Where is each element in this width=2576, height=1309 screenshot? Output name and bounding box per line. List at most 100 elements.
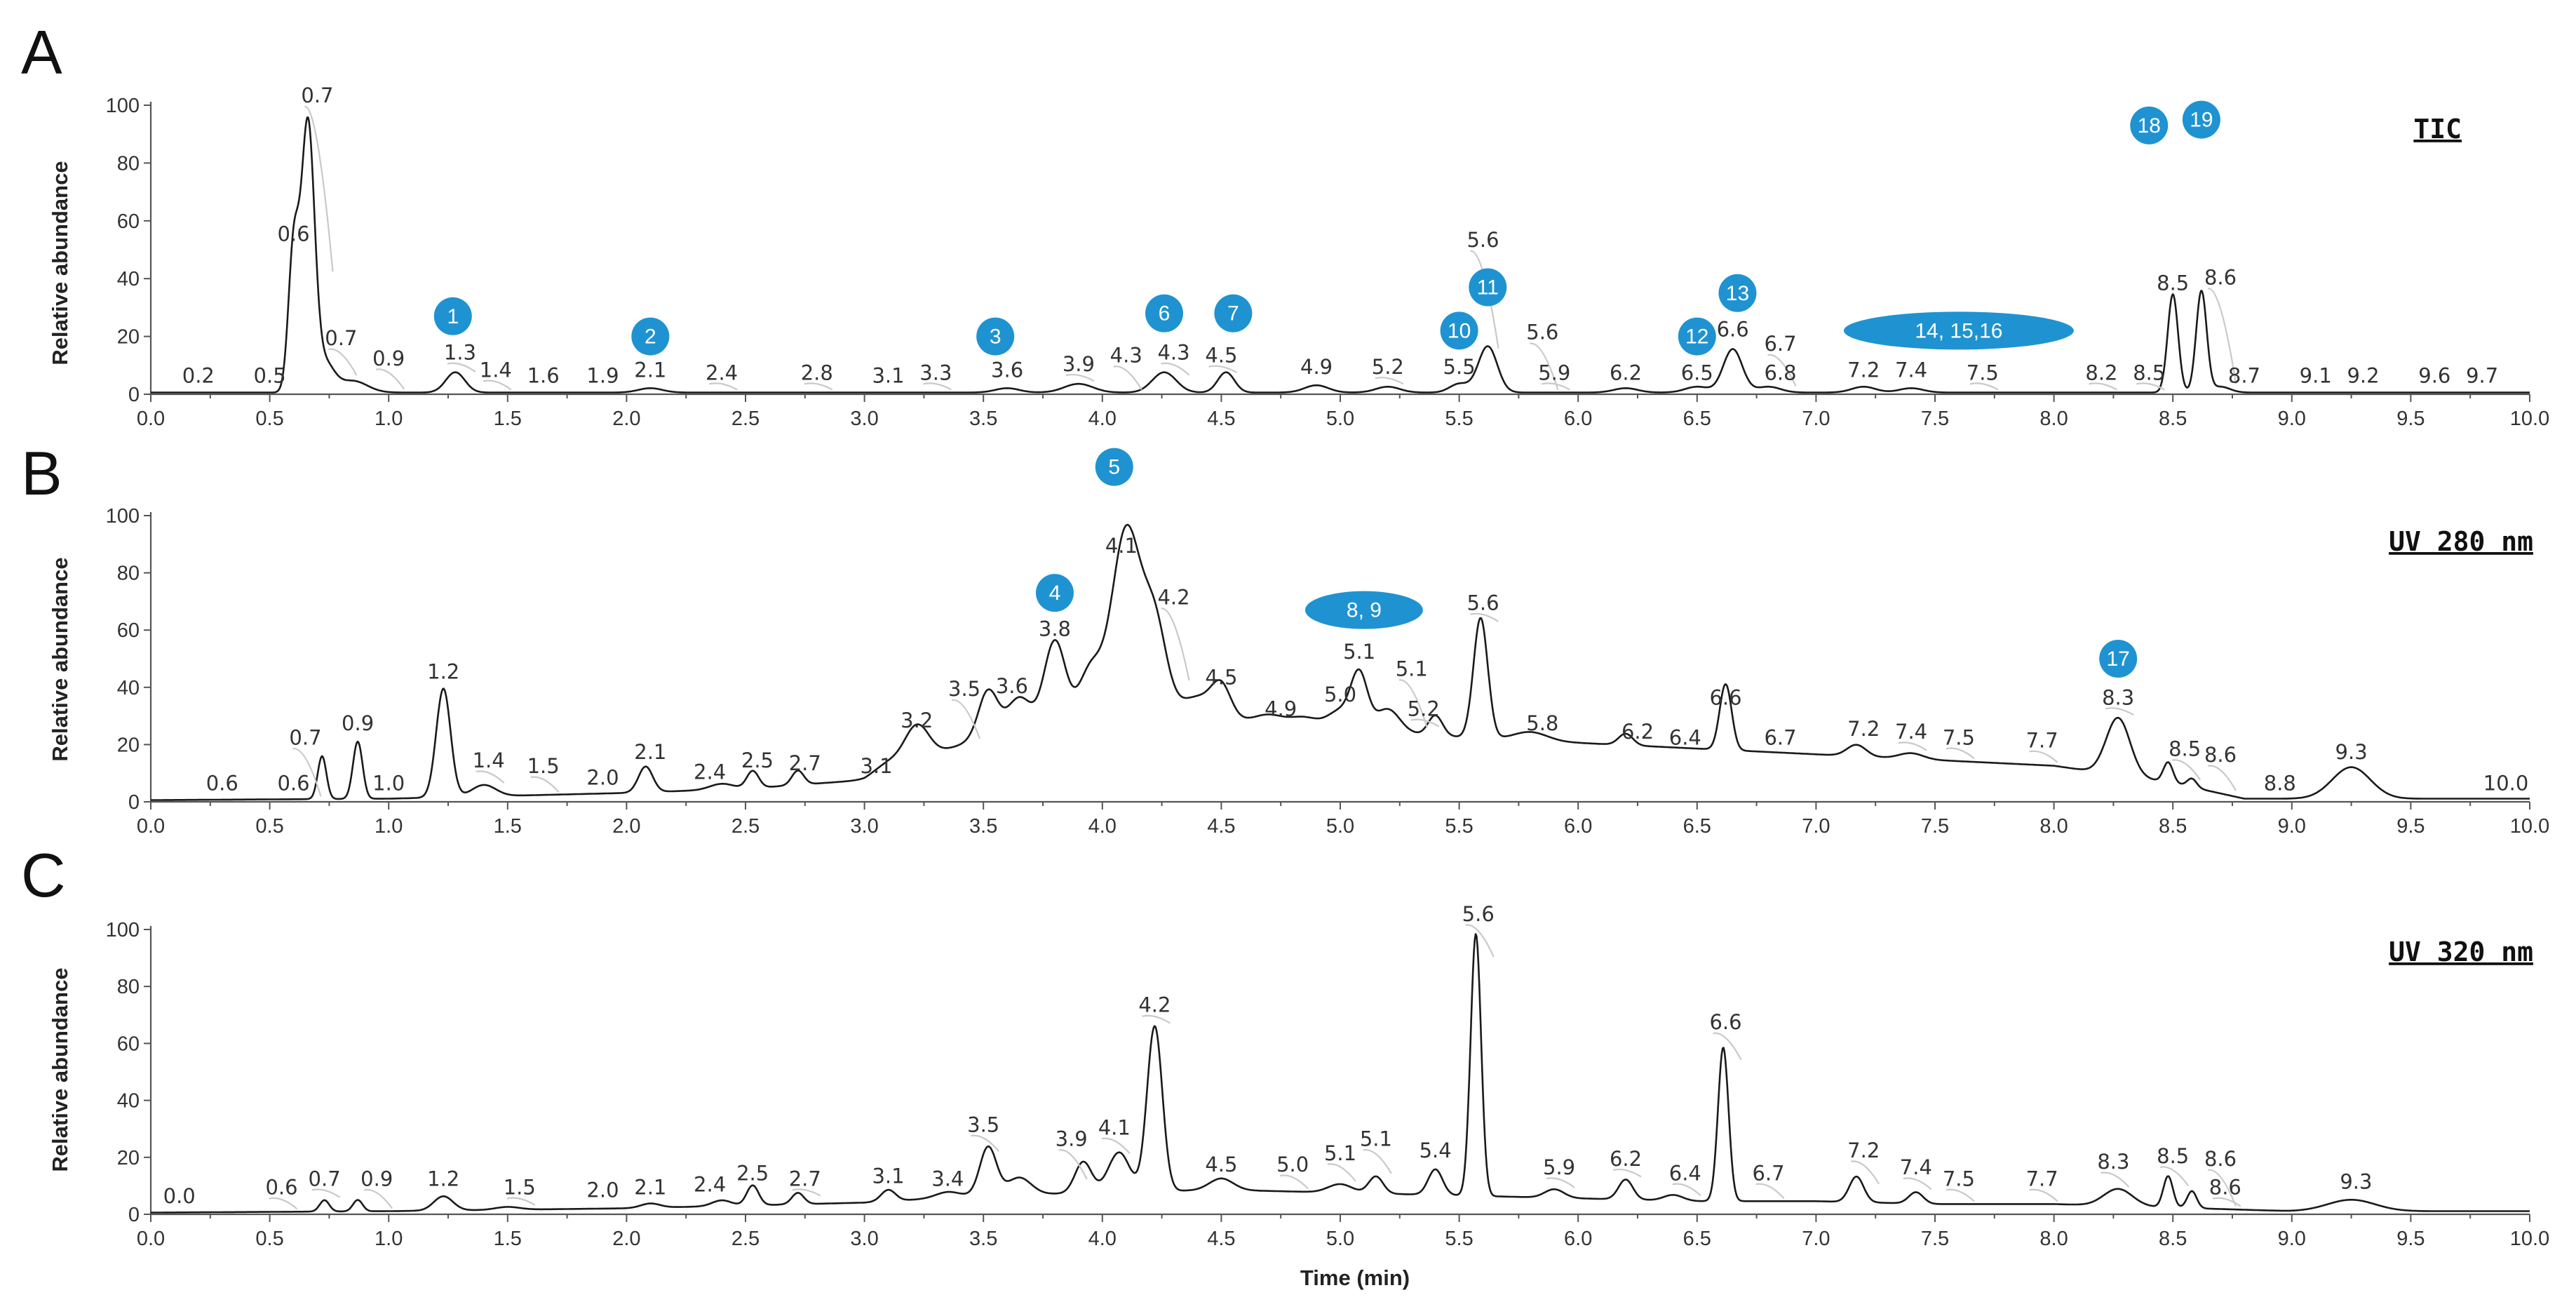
peak-label: 0.6 xyxy=(206,772,238,796)
peak-label: 0.6 xyxy=(277,772,309,796)
peak-label: 0.7 xyxy=(301,83,333,107)
panel-a: A Relative abundance TIC 0 20 40 60 80 100 0.0… xyxy=(21,18,2549,430)
peak-label: 3.4 xyxy=(931,1167,964,1190)
compound-badge-shape xyxy=(433,297,472,335)
peak-label: 3.1 xyxy=(872,364,904,388)
compound-badge: 14, 15,16 xyxy=(1843,311,2074,350)
peak-leader-line xyxy=(328,348,358,376)
compound-badge-shape xyxy=(1304,591,1423,629)
peak-label: 6.8 xyxy=(1764,361,1796,384)
peak-label: 9.6 xyxy=(2418,364,2450,388)
peak-leader-line xyxy=(1113,365,1142,390)
peak-label: 5.1 xyxy=(1360,1127,1392,1151)
peak-leader-line xyxy=(1898,741,1927,751)
peak-label: 0.9 xyxy=(360,1167,393,1190)
x-tick-label: 2.0 xyxy=(612,1228,640,1250)
peak-label: 0.2 xyxy=(182,364,215,388)
peak-label: 4.9 xyxy=(1300,355,1333,379)
peak-label: 7.4 xyxy=(1895,358,1927,382)
x-tick-label: 8.0 xyxy=(2039,408,2068,430)
peak-label: 3.6 xyxy=(991,358,1023,382)
peak-label: 9.3 xyxy=(2335,740,2368,764)
x-tick-label: 1.0 xyxy=(375,815,403,838)
x-tick-label: 6.0 xyxy=(1564,815,1592,838)
compound-badge-shape xyxy=(1469,268,1507,307)
peak-label: 5.0 xyxy=(1324,683,1356,706)
peak-label: 4.5 xyxy=(1205,344,1237,368)
peak-label: 2.4 xyxy=(694,760,726,784)
compound-badge: 6 xyxy=(1145,294,1183,333)
peak-label: 2.1 xyxy=(634,1176,666,1200)
y-tick-label: 60 xyxy=(117,1033,140,1055)
x-tick-label: 2.0 xyxy=(612,815,640,838)
peak-leader-line xyxy=(1530,342,1559,390)
x-tick-label: 8.5 xyxy=(2159,1228,2187,1250)
peak-label: 9.7 xyxy=(2466,364,2498,388)
x-tick-label: 9.0 xyxy=(2278,1228,2306,1250)
y-tick-label: 60 xyxy=(117,210,140,233)
peak-leader-line xyxy=(2100,1172,2130,1188)
peak-label: 2.1 xyxy=(634,740,666,764)
compound-badge-label: 1 xyxy=(447,305,459,328)
x-tick-label: 7.5 xyxy=(1921,815,1949,838)
plot-c: 0 20 40 60 80 100 0.0 0.5 1.0 1.5 2.0 2.5 3.0 3.5 4.0 4… xyxy=(106,902,2550,1250)
x-tick-label: 1.5 xyxy=(494,815,522,838)
peak-leader-line xyxy=(1161,362,1190,376)
x-tick-label: 6.0 xyxy=(1564,408,1592,430)
x-tick-label: 3.0 xyxy=(850,1228,878,1250)
compound-badge-shape xyxy=(631,317,670,356)
peak-label: 6.5 xyxy=(1681,361,1713,384)
peak-label: 7.7 xyxy=(2026,728,2058,752)
x-tick-label: 1.5 xyxy=(494,1228,522,1250)
compound-badge: 2 xyxy=(631,317,670,356)
compound-badge-label: 5 xyxy=(1108,456,1120,479)
y-tick-label: 20 xyxy=(117,734,140,756)
compound-badge-shape xyxy=(1095,448,1133,486)
peak-label: 4.5 xyxy=(1205,1153,1237,1176)
x-tick-label: 3.5 xyxy=(969,1228,997,1250)
peak-label: 0.7 xyxy=(309,1167,341,1190)
peak-label: 3.2 xyxy=(901,709,933,732)
y-tick-label: 100 xyxy=(106,919,140,941)
peak-leader-line xyxy=(792,1188,821,1197)
peak-leader-line xyxy=(1375,377,1404,385)
peak-label: 5.2 xyxy=(1372,355,1404,379)
x-tick-label: 3.0 xyxy=(850,408,878,430)
plot-b: 0 20 40 60 80 100 0.0 0.5 1.0 1.5 2.0 2.5 3.0 3.5 4.0 4… xyxy=(106,448,2549,838)
peak-label: 0.6 xyxy=(277,222,309,246)
peak-label: 5.4 xyxy=(1420,1139,1452,1162)
peak-leader-line xyxy=(1398,679,1428,728)
compound-badge-label: 12 xyxy=(1685,325,1708,349)
peak-label: 8.5 xyxy=(2133,361,2165,384)
x-tick-label: 5.5 xyxy=(1445,408,1473,430)
peak-label: 5.1 xyxy=(1343,640,1375,664)
compound-badge-shape xyxy=(1214,294,1253,333)
peak-leader-line xyxy=(1946,747,1975,759)
peak-leader-line xyxy=(483,380,512,391)
y-axis-title-b: Relative abundance xyxy=(48,557,72,761)
peak-leader-line xyxy=(2159,1166,2190,1186)
peak-label: 7.2 xyxy=(1847,717,1880,741)
y-tick-label: 100 xyxy=(106,505,140,528)
x-tick-label: 0.5 xyxy=(255,815,283,838)
peak-label: 0.7 xyxy=(325,326,357,350)
compound-badge-label: 18 xyxy=(2138,114,2161,137)
peak-leader-line xyxy=(2089,382,2117,391)
trace-title-a: TIC xyxy=(2413,114,2462,145)
compound-badge-label: 17 xyxy=(2106,647,2129,671)
x-tick-label: 0.0 xyxy=(137,1228,165,1250)
x-tick-label: 5.5 xyxy=(1445,815,1473,838)
peak-label: 7.2 xyxy=(1847,358,1880,382)
x-tick-label: 10.0 xyxy=(2510,815,2549,838)
peak-label: 7.5 xyxy=(1967,361,1999,384)
x-tick-label: 2.0 xyxy=(612,408,640,430)
peak-label: 8.8 xyxy=(2264,772,2296,796)
y-tick-label: 60 xyxy=(117,619,140,642)
peak-label: 5.8 xyxy=(1526,711,1558,735)
compound-badge: 13 xyxy=(1718,274,1757,312)
x-tick-label: 7.0 xyxy=(1802,408,1830,430)
peak-label: 2.5 xyxy=(741,749,774,772)
x-tick-label: 9.0 xyxy=(2278,815,2306,838)
peak-label: 8.6 xyxy=(2204,265,2237,289)
peak-leader-line xyxy=(1903,1177,1932,1190)
